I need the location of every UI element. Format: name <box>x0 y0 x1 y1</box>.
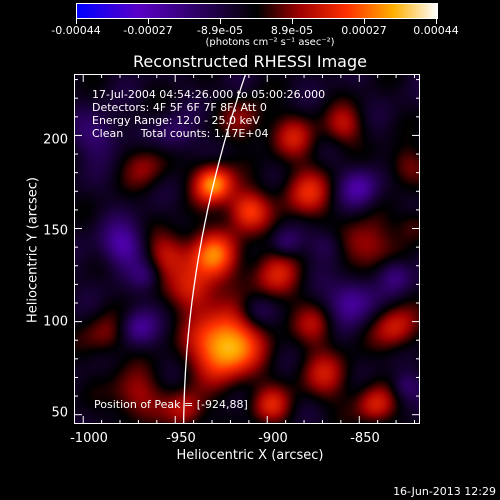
x-axis-label: Heliocentric X (arcsec) <box>176 448 324 463</box>
y-tick-label: 100 <box>43 314 68 330</box>
colorbar-tick-label: 0.00044 <box>413 24 459 37</box>
detectors-text: Detectors: 4F 5F 6F 7F 8F, Att 0 <box>92 101 267 114</box>
colorbar-units: (photons cm⁻² s⁻¹ asec⁻²) <box>205 37 335 48</box>
clean-counts-text: Clean Total counts: 1.17E+04 <box>92 127 269 140</box>
y-tick-label: 150 <box>43 223 68 239</box>
y-axis-label: Heliocentric Y (arcsec) <box>25 177 41 323</box>
y-tick-label: 200 <box>43 132 68 148</box>
x-tick-label: -1000 <box>70 431 108 446</box>
colorbar-tick-label: -8.9e-05 <box>196 24 244 37</box>
colorbar <box>76 3 438 19</box>
info-annotation: 17-Jul-2004 04:54:26.000 to 05:00:26.000… <box>92 88 325 140</box>
x-tick-label: -900 <box>258 431 288 446</box>
solar-limb-line <box>183 75 246 423</box>
colorbar-tick <box>364 19 365 24</box>
colorbar-tick <box>76 19 77 24</box>
peak-position-text: Position of Peak = [-924,88] <box>94 398 248 411</box>
colorbar-tick <box>148 19 149 24</box>
colorbar-tick-label: -0.00027 <box>123 24 173 37</box>
colorbar-tick-label: 0.00027 <box>341 24 387 37</box>
colorbar-gradient <box>77 4 437 18</box>
rhessi-image <box>75 75 419 423</box>
colorbar-tick-label: 8.9e-05 <box>270 24 314 37</box>
colorbar-tick <box>292 19 293 24</box>
energy-range-text: Energy Range: 12.0 - 25.0 keV <box>92 114 260 127</box>
time-range-text: 17-Jul-2004 04:54:26.000 to 05:00:26.000 <box>92 88 326 101</box>
solar-limb <box>183 75 246 423</box>
x-tick-label: -950 <box>166 431 196 446</box>
image-plot <box>74 74 420 424</box>
generation-date: 16-Jun-2013 12:29 <box>393 485 496 498</box>
plot-title: Reconstructed RHESSI Image <box>133 52 367 71</box>
colorbar-tick <box>220 19 221 24</box>
y-tick-label: 50 <box>51 405 68 421</box>
colorbar-tick-label: -0.00044 <box>51 24 101 37</box>
colorbar-tick <box>436 19 437 24</box>
x-tick-label: -850 <box>350 431 380 446</box>
